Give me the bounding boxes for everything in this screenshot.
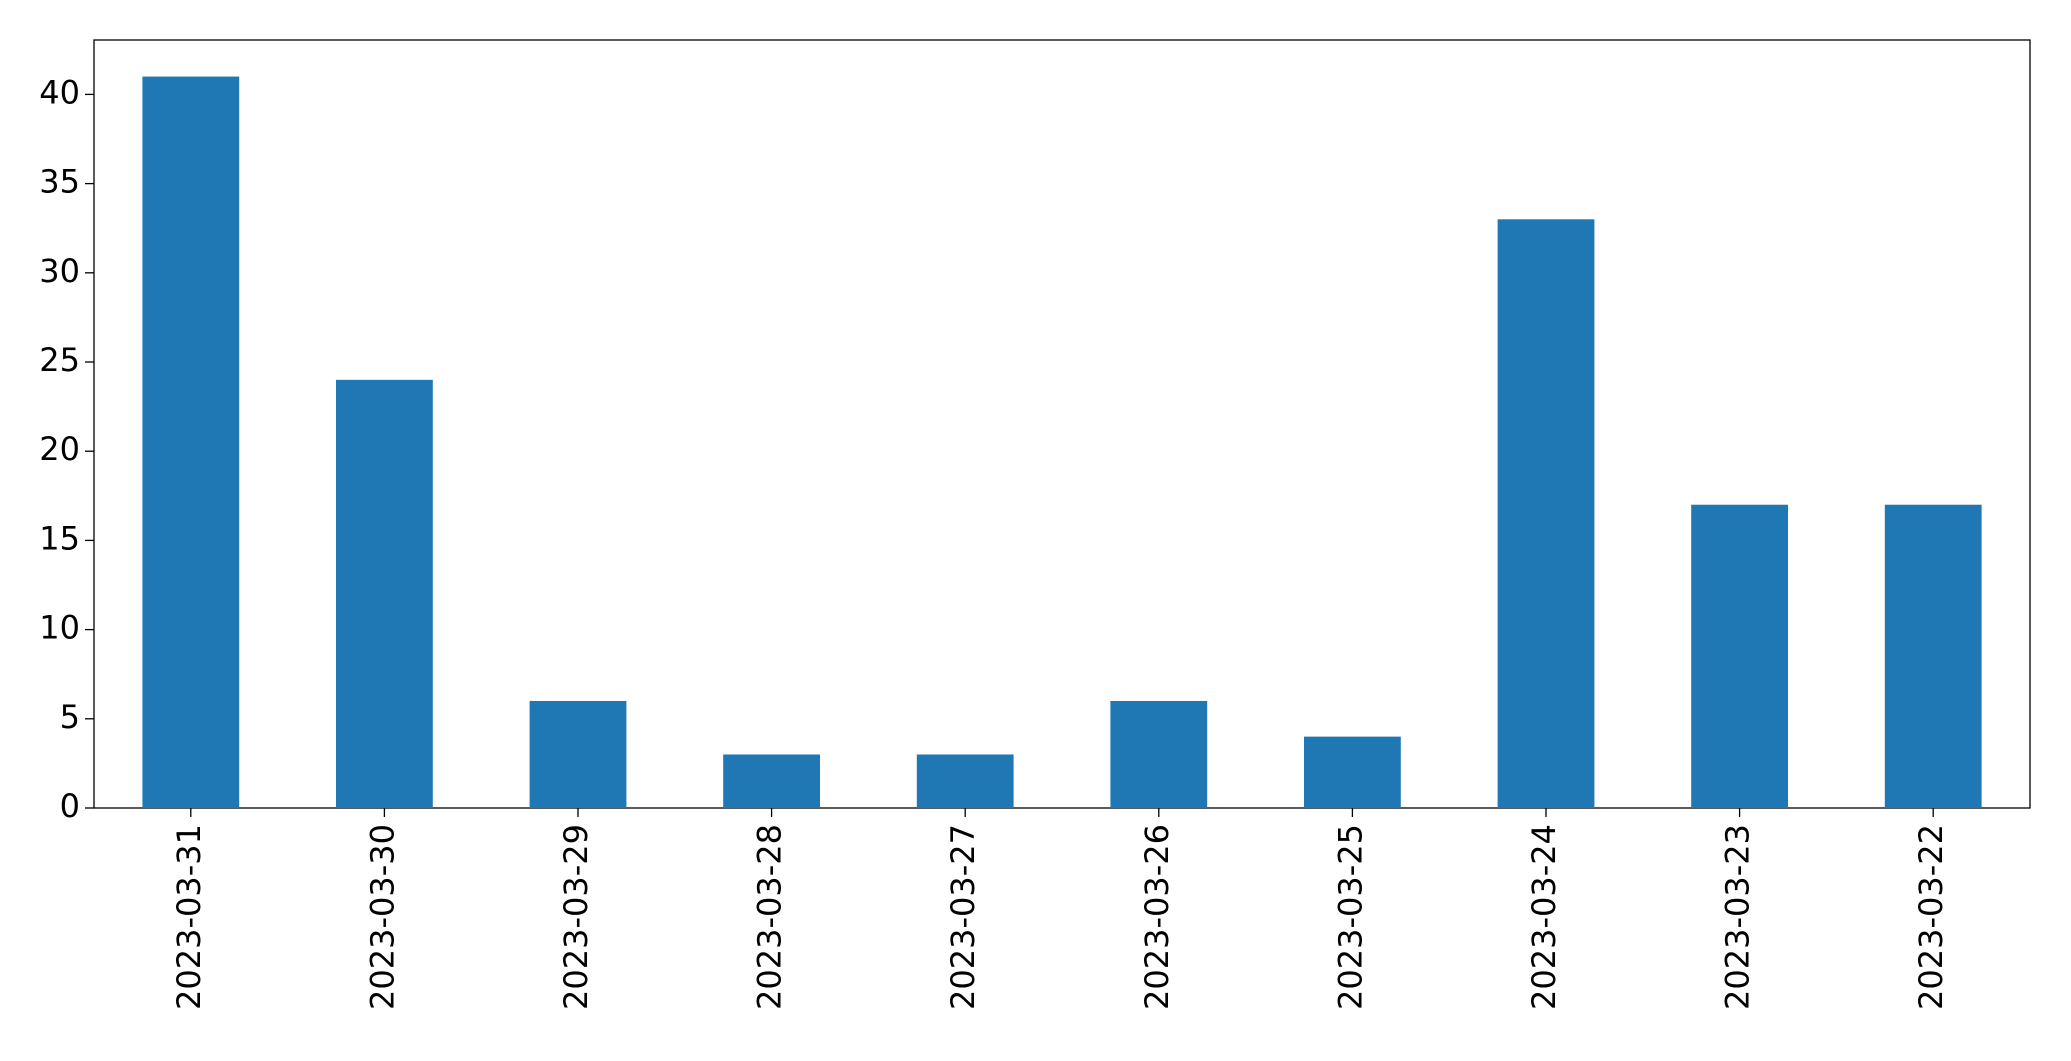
x-tick-label: 2023-03-23 bbox=[1719, 824, 1757, 1010]
y-tick-label: 5 bbox=[60, 698, 80, 736]
x-tick-label: 2023-03-27 bbox=[944, 824, 982, 1010]
bar bbox=[529, 700, 627, 808]
bar bbox=[142, 76, 240, 809]
x-tick-label: 2023-03-22 bbox=[1912, 824, 1950, 1010]
x-tick-label: 2023-03-28 bbox=[751, 824, 789, 1010]
bar bbox=[1304, 736, 1401, 808]
bar bbox=[1110, 700, 1208, 808]
bar bbox=[723, 754, 820, 808]
bar bbox=[1691, 504, 1788, 808]
bar bbox=[916, 754, 1014, 808]
y-tick-label: 35 bbox=[39, 163, 80, 201]
bar bbox=[1497, 219, 1595, 809]
y-tick-label: 10 bbox=[39, 609, 80, 647]
y-tick-label: 20 bbox=[39, 430, 80, 468]
x-tick-label: 2023-03-25 bbox=[1331, 824, 1369, 1010]
bar bbox=[336, 379, 433, 808]
y-tick-label: 0 bbox=[60, 787, 80, 825]
y-tick-label: 15 bbox=[39, 519, 80, 557]
y-tick-label: 25 bbox=[39, 341, 80, 379]
plot-frame bbox=[93, 39, 2031, 809]
x-tick-label: 2023-03-29 bbox=[557, 824, 595, 1010]
x-tick-label: 2023-03-24 bbox=[1525, 824, 1563, 1010]
y-tick-label: 30 bbox=[39, 252, 80, 290]
x-tick-label: 2023-03-31 bbox=[170, 824, 208, 1010]
x-tick-label: 2023-03-26 bbox=[1138, 824, 1176, 1010]
bar bbox=[1884, 504, 1982, 808]
y-tick-label: 40 bbox=[39, 73, 80, 111]
x-tick-label: 2023-03-30 bbox=[363, 824, 401, 1010]
